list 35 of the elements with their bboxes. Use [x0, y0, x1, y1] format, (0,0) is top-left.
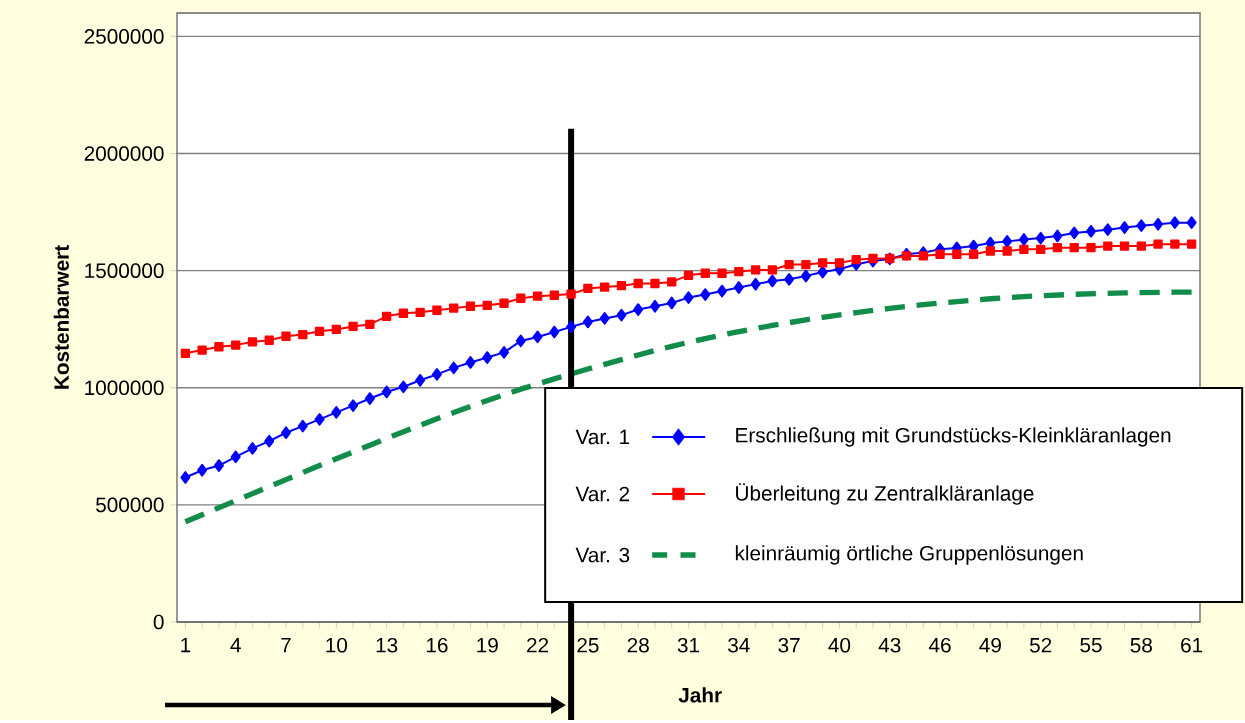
x-tick-label: 58: [1130, 637, 1152, 653]
x-axis-title: Jahr: [678, 687, 722, 703]
x-tick-label: 52: [1029, 637, 1052, 653]
legend-label: kleinräumig örtliche Gruppenlösungen: [735, 545, 1083, 565]
x-tick-label: 19: [477, 637, 498, 653]
x-tick-label: 40: [828, 637, 851, 653]
x-tick-label: 10: [326, 637, 348, 653]
x-tick-label: 55: [1080, 637, 1102, 653]
x-tick-label: 28: [627, 637, 649, 653]
x-tick-label: 31: [677, 637, 700, 653]
y-tick-label: 500000: [96, 497, 164, 513]
x-tick-label: 37: [778, 637, 800, 653]
annotation: Var. 1: [575, 429, 630, 445]
x-tick-label: 43: [878, 637, 901, 653]
x-tick-label: 61: [1181, 637, 1203, 653]
x-tick-label: 49: [979, 637, 1001, 653]
y-tick-label: 2500000: [84, 29, 164, 44]
annotation: Var. 2: [575, 486, 630, 502]
x-tick-label: 13: [376, 637, 398, 653]
y-tick-label: 1000000: [85, 380, 164, 396]
x-tick-label: 25: [577, 637, 599, 653]
x-tick-label: 4: [230, 637, 241, 653]
y-tick-label: 0: [153, 614, 164, 630]
x-tick-label: 7: [281, 637, 291, 653]
y-tick-label: 2000000: [84, 146, 164, 161]
x-tick-label: 1: [181, 637, 191, 653]
x-tick-label: 22: [527, 637, 549, 653]
x-tick-label: 34: [728, 637, 750, 653]
legend-label: Erschließung mit Grundstücks-Kleinkläranlagen: [736, 427, 1171, 447]
annotation: Var. 3: [575, 547, 630, 563]
x-tick-label: 16: [426, 637, 448, 653]
legend-label: Überleitung zu Zentralkläranlage: [736, 483, 1034, 505]
y-axis-title: Kostenbarwert: [53, 245, 69, 389]
y-tick-label: 1500000: [85, 263, 164, 279]
x-tick-label: 46: [928, 637, 951, 653]
